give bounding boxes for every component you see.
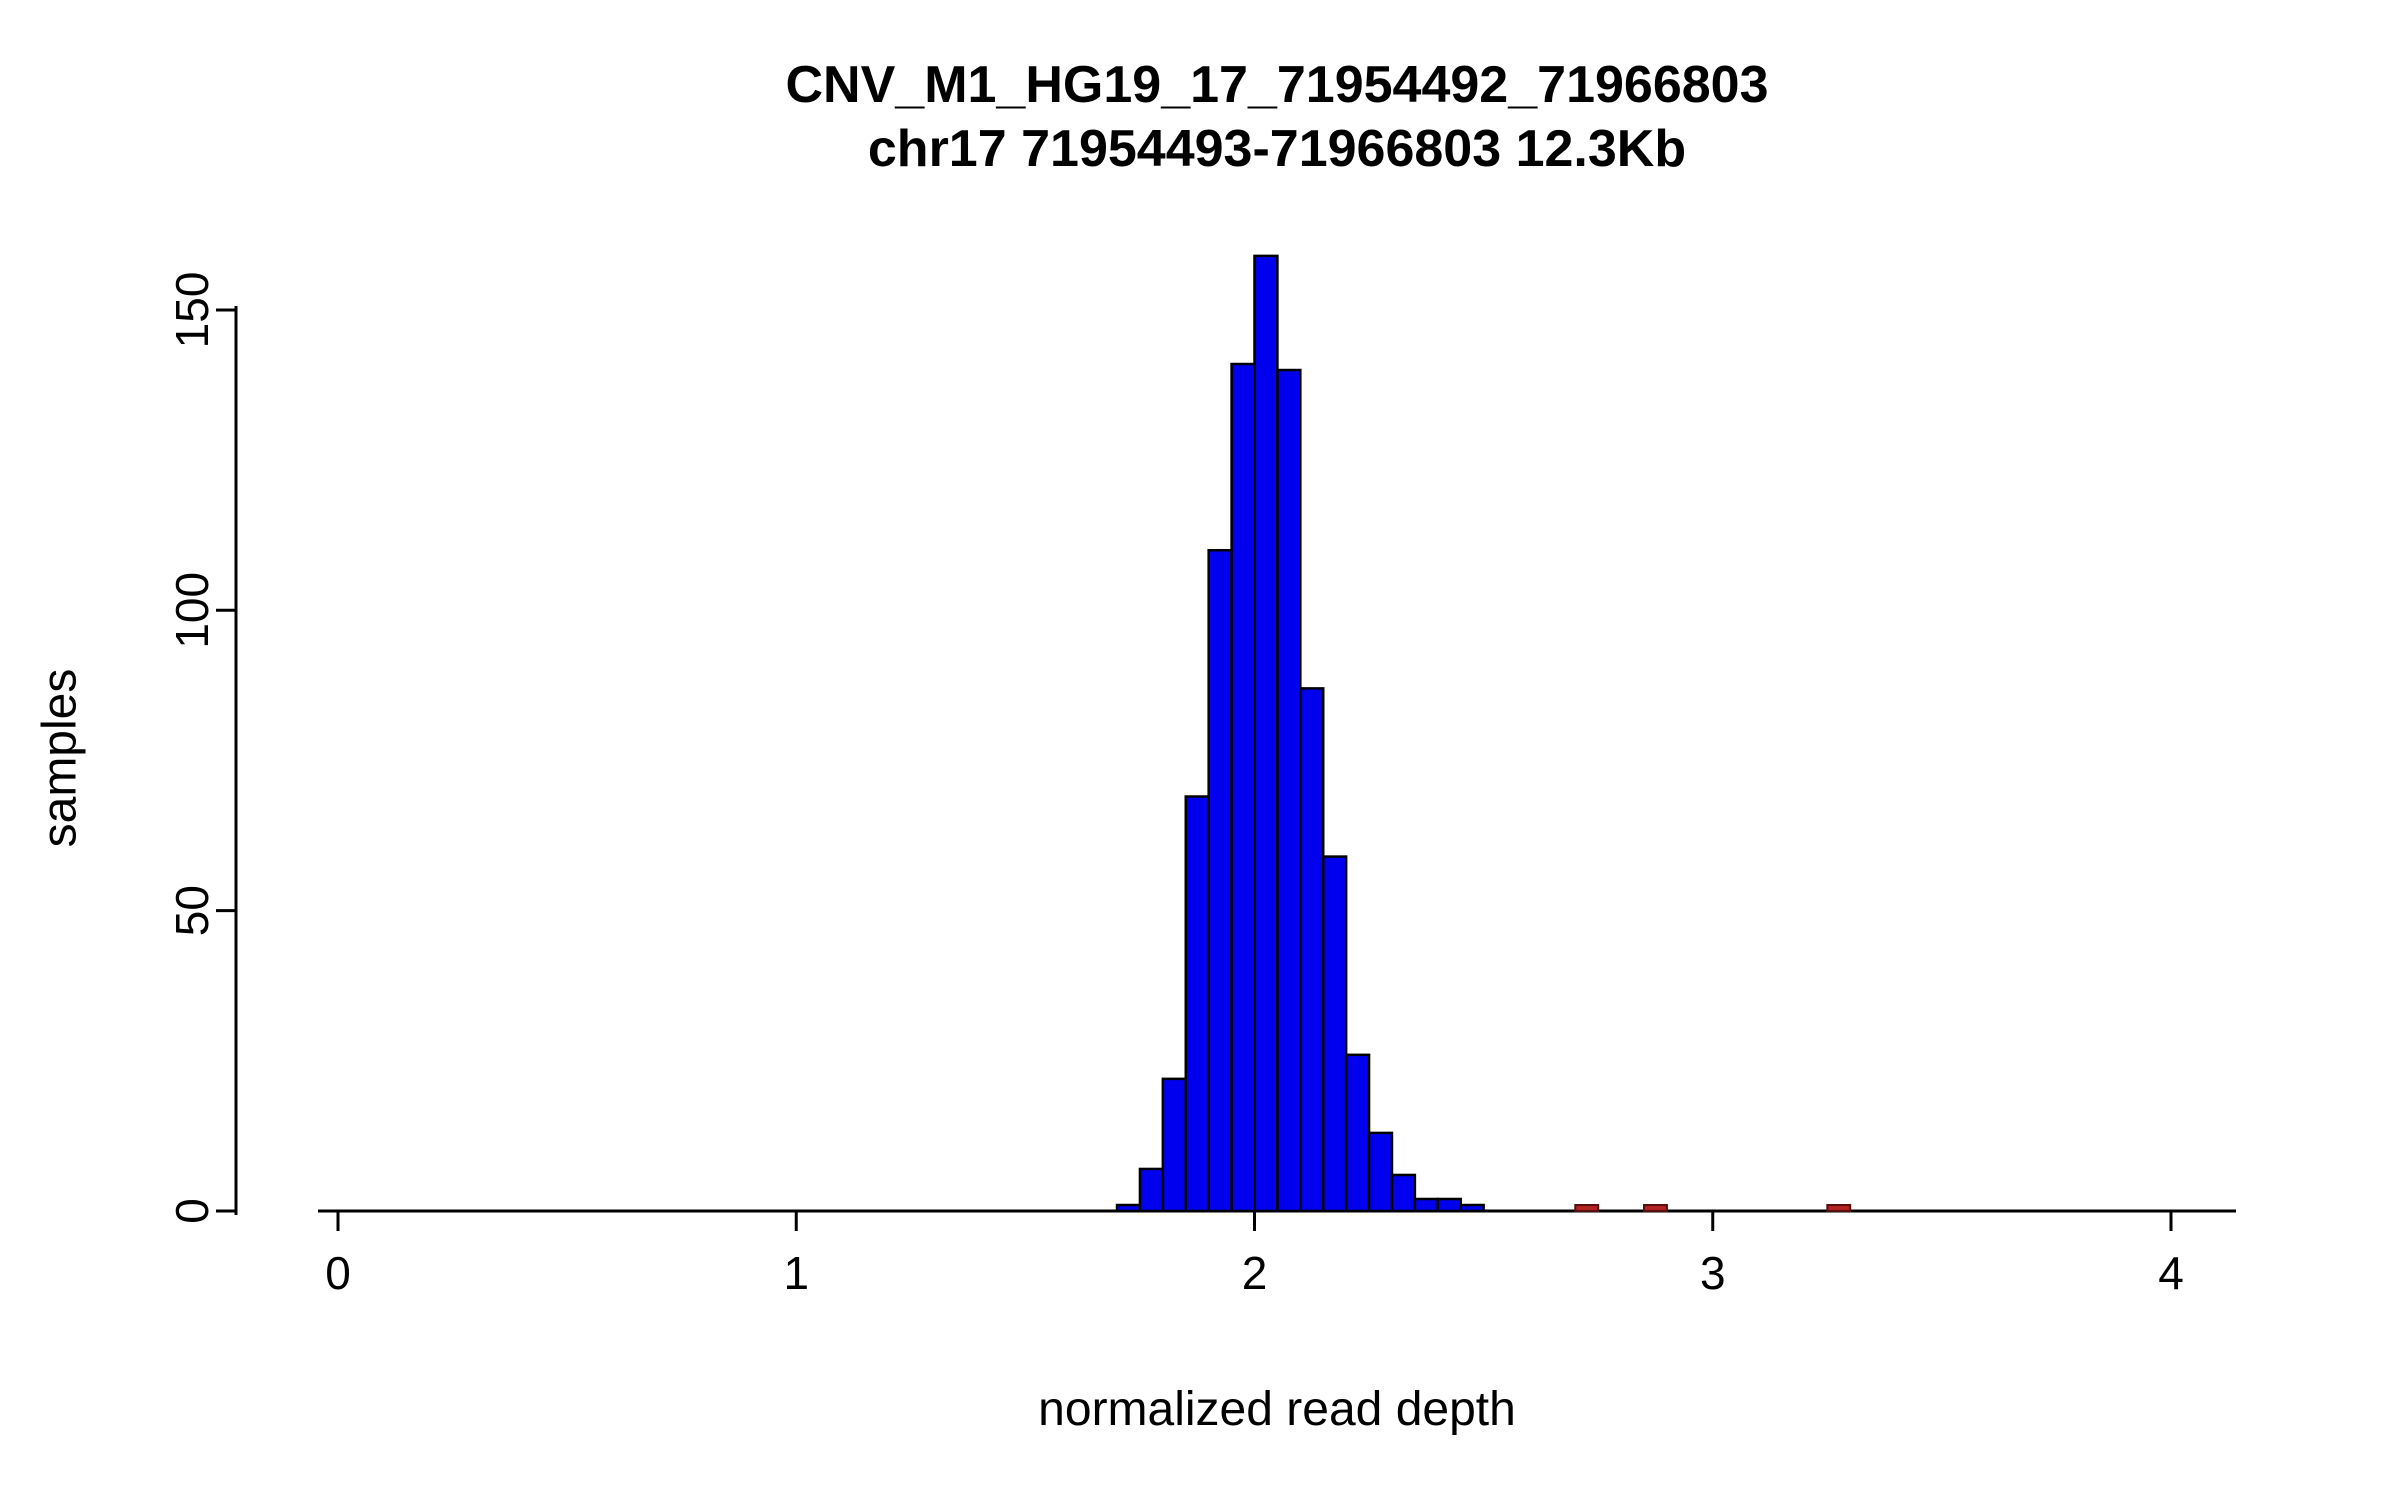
histogram-bar (1115, 1203, 1142, 1213)
x-tick-label: 2 (1242, 1247, 1268, 1299)
histogram-bar (1230, 362, 1256, 1213)
y-tick-label: 100 (166, 572, 218, 649)
x-axis-label: normalized read depth (1038, 1383, 1516, 1436)
histogram-bar (1390, 1173, 1417, 1213)
histogram-bar (1253, 254, 1279, 1213)
histogram-bar (1299, 687, 1325, 1213)
histogram-bar (1207, 548, 1233, 1213)
histogram-bar (1436, 1197, 1462, 1213)
x-tick-label: 3 (1700, 1247, 1726, 1299)
outlier-bar (1826, 1203, 1852, 1213)
x-tick-label: 4 (2158, 1247, 2184, 1299)
y-tick-label: 150 (166, 272, 218, 349)
outlier-bar (1643, 1203, 1668, 1213)
histogram-bar (1276, 368, 1302, 1213)
histogram-bar (1459, 1203, 1485, 1213)
outlier-bar (1574, 1203, 1600, 1213)
x-tick-label: 1 (783, 1247, 809, 1299)
histogram-bar (1184, 795, 1210, 1213)
histogram-bar (1413, 1197, 1440, 1213)
chart-subtitle: chr17 71954493-71966803 12.3Kb (867, 120, 1687, 178)
histogram-bar (1321, 855, 1348, 1213)
chart-title: CNV_M1_HG19_17_71954492_71966803 (785, 56, 1769, 114)
y-tick-label: 50 (166, 885, 218, 936)
x-tick-label: 0 (325, 1247, 351, 1299)
histogram-bar (1367, 1131, 1394, 1213)
histogram-bar (1344, 1053, 1371, 1213)
histogram-bar (1161, 1077, 1188, 1213)
histogram-bar (1138, 1167, 1165, 1213)
y-tick-label: 0 (166, 1198, 218, 1224)
